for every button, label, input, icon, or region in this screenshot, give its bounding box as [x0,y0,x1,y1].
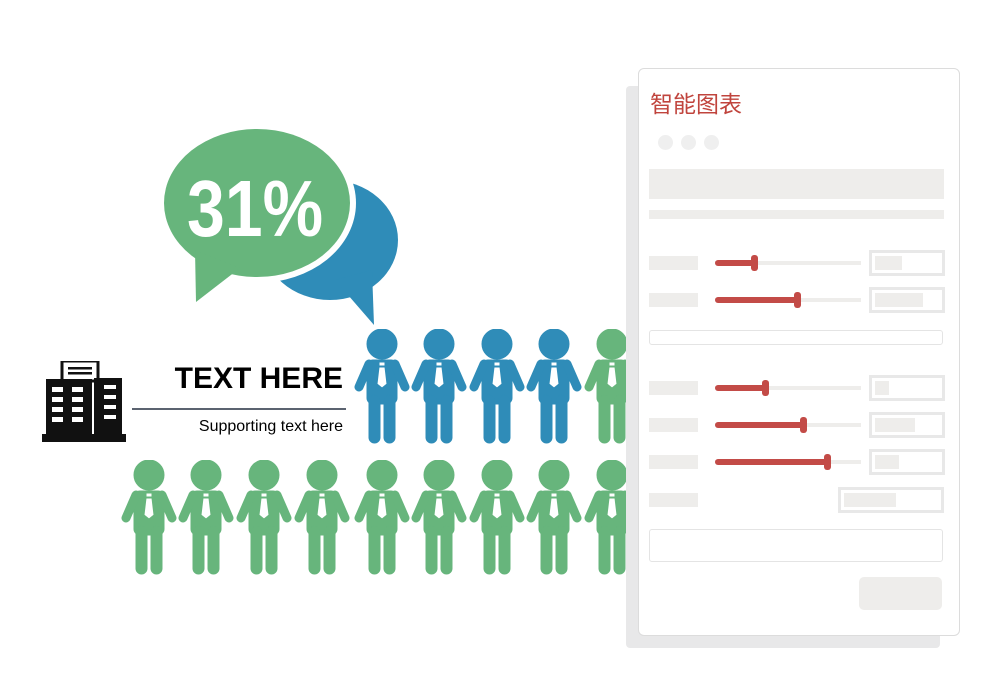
window-dot[interactable] [704,135,719,150]
person-icon [121,460,177,575]
slider[interactable] [715,292,861,308]
divider [132,408,346,410]
submit-button[interactable] [859,577,942,610]
slider[interactable] [715,454,861,470]
slider-handle[interactable] [761,380,769,396]
value-box[interactable] [869,287,945,313]
percent-value: 31% [187,164,323,253]
slider-handle[interactable] [799,417,807,433]
slider-handle[interactable] [751,255,759,271]
slider-fill [715,422,803,428]
speech-bubbles: 31% [158,123,398,325]
person-icon [526,460,582,575]
person-icon [469,329,525,444]
supporting-text: Supporting text here [198,418,343,435]
smart-chart-panel: 智能图表 [638,68,960,636]
green-bubble [164,129,350,302]
row-label [649,493,698,507]
slider-fill [715,260,755,266]
input-field[interactable] [649,330,943,345]
slider-handle[interactable] [824,454,832,470]
slider-fill [715,385,765,391]
panel-title: 智能图表 [650,92,742,118]
headline: TEXT HERE [174,362,343,395]
placeholder-line [649,210,944,219]
person-icon [469,460,525,575]
row-label [649,455,698,469]
value-box[interactable] [869,449,945,475]
row-label [649,293,698,307]
slider-handle[interactable] [793,292,801,308]
slider-fill [715,297,797,303]
slider-fill [715,459,828,465]
row-label [649,381,698,395]
person-icon [178,460,234,575]
person-icon [236,460,292,575]
text-area[interactable] [649,529,943,562]
value-box[interactable] [869,412,945,438]
slider[interactable] [715,380,861,396]
value-box[interactable] [838,487,944,513]
person-icon [526,329,582,444]
building-icon [42,361,126,442]
row-label [649,418,698,432]
person-icon [411,329,467,444]
placeholder-bar [649,169,944,199]
window-dot[interactable] [658,135,673,150]
value-box[interactable] [869,375,945,401]
row-label [649,256,698,270]
value-box[interactable] [869,250,945,276]
person-icon [294,460,350,575]
person-icon [354,329,410,444]
window-dot[interactable] [681,135,696,150]
person-icon [411,460,467,575]
slider[interactable] [715,255,861,271]
person-icon [354,460,410,575]
slider[interactable] [715,417,861,433]
